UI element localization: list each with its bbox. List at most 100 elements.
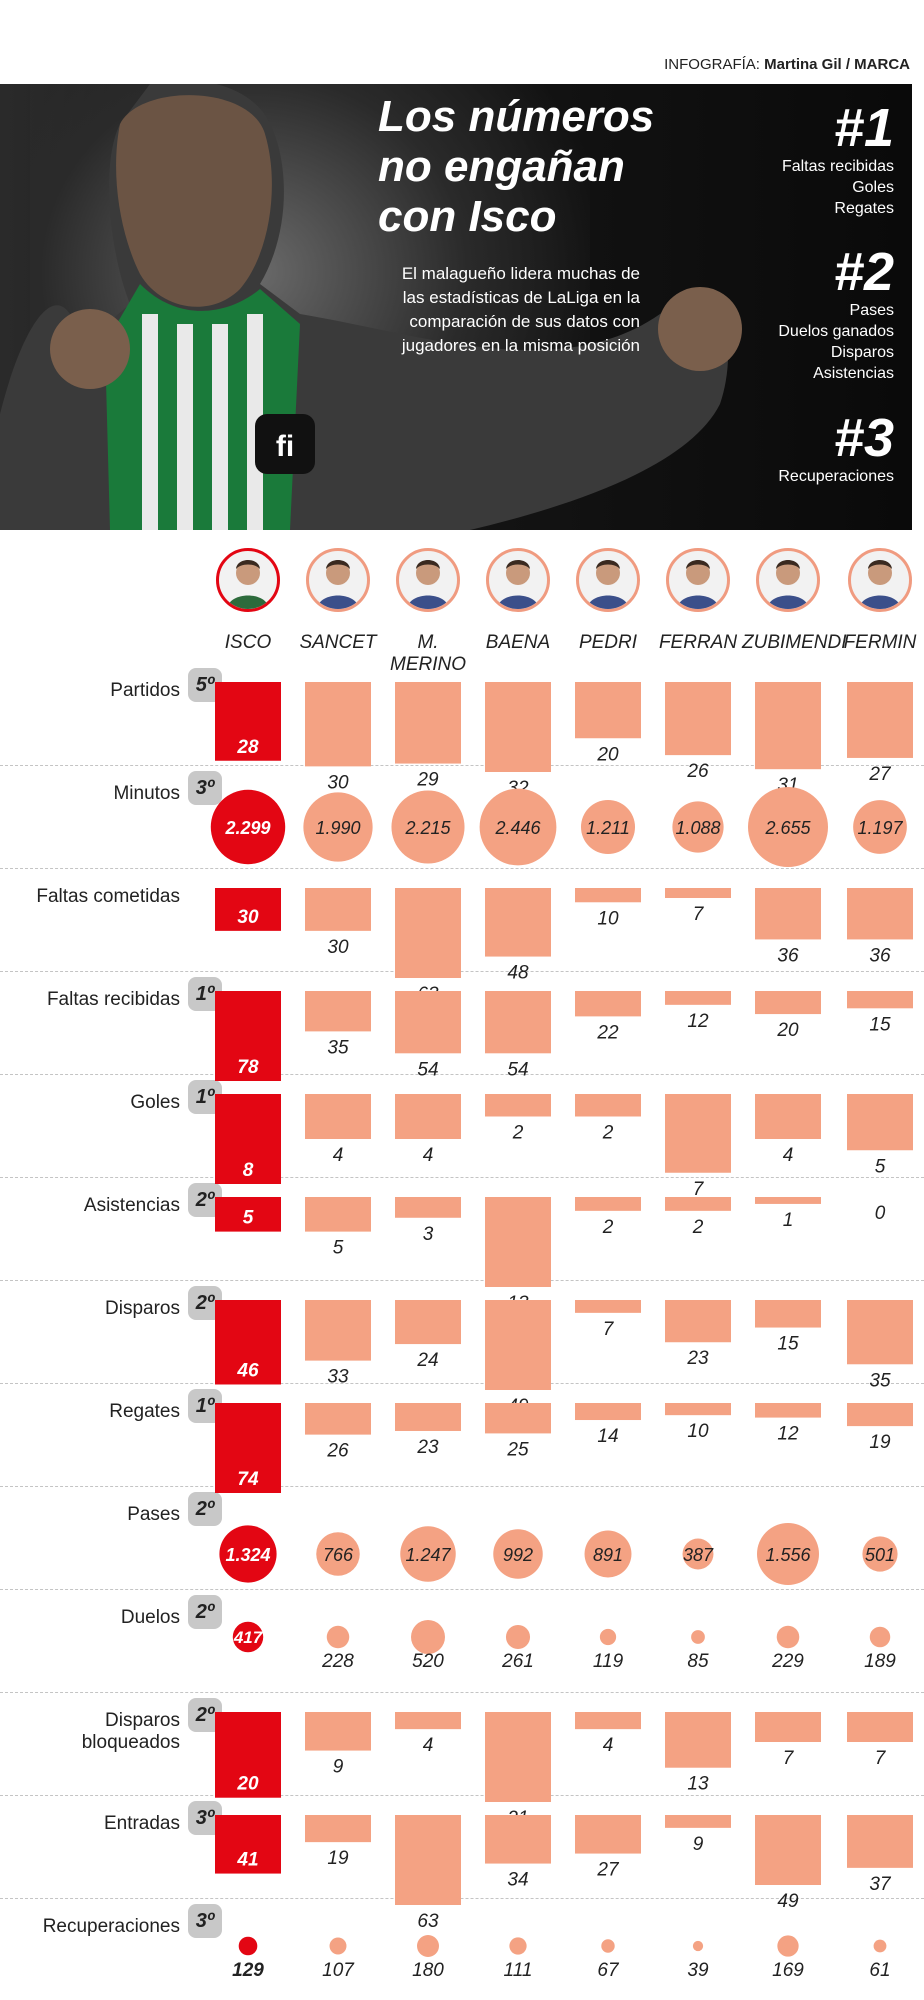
value-label-pases-fermin: 501 bbox=[865, 1545, 895, 1565]
bar-disparos-bloqueados-pedri bbox=[575, 1712, 641, 1730]
value-label-faltas-cometidas-pedri: 10 bbox=[597, 908, 619, 929]
value-label-faltas-recibidas-ferran: 12 bbox=[687, 1011, 709, 1032]
row-label-faltas-recibidas: Faltas recibidas bbox=[46, 989, 180, 1010]
circle-minutos-baena bbox=[479, 788, 557, 866]
circle-duelos-zubimendi bbox=[776, 1625, 800, 1649]
value-label-faltas-cometidas-ferran: 7 bbox=[693, 904, 705, 925]
value-label-disparos-bloqueados-pedri: 4 bbox=[603, 1735, 614, 1756]
circle-recuperaciones-isco bbox=[238, 1936, 258, 1956]
rank-number: #1 bbox=[833, 98, 894, 158]
bar-entradas-baena bbox=[485, 1815, 551, 1864]
bar-asistencias-pedri bbox=[575, 1197, 641, 1211]
bar-faltas-cometidas-ferran bbox=[665, 888, 731, 898]
value-label-pases-baena: 992 bbox=[503, 1545, 533, 1565]
value-label-pases-pedri: 891 bbox=[593, 1545, 623, 1565]
player-head bbox=[116, 95, 272, 307]
bar-regates-zubimendi bbox=[755, 1403, 821, 1418]
rank-block-3: #3 Recuperaciones bbox=[778, 410, 894, 487]
bar-partidos-zubimendi bbox=[755, 682, 821, 770]
rank-badge-disparos-bloqueados: 2º bbox=[188, 1698, 222, 1732]
bar-faltas-cometidas-pedri bbox=[575, 888, 641, 903]
circle-pases-fermin bbox=[862, 1536, 898, 1572]
circle-minutos-pedri bbox=[580, 799, 636, 855]
bar-faltas-recibidas-sancet bbox=[305, 991, 371, 1032]
value-label-recuperaciones-m-merino: 180 bbox=[412, 1960, 444, 1981]
credit-prefix: INFOGRAFÍA: bbox=[664, 56, 760, 73]
credit-author: Martina Gil / MARCA bbox=[764, 56, 910, 73]
left-fist bbox=[50, 309, 130, 389]
bar-asistencias-ferran bbox=[665, 1197, 731, 1211]
value-label-faltas-cometidas-baena: 48 bbox=[507, 963, 529, 984]
value-label-duelos-pedri: 119 bbox=[593, 1651, 624, 1672]
value-label-duelos-isco: 417 bbox=[233, 1628, 264, 1647]
value-label-duelos-ferran: 85 bbox=[687, 1651, 709, 1672]
player-avatar-sancet bbox=[306, 548, 370, 612]
sponsor-logo-mark: fi bbox=[276, 430, 294, 463]
value-label-recuperaciones-ferran: 39 bbox=[687, 1960, 709, 1981]
circle-pases-zubimendi bbox=[757, 1523, 819, 1585]
circle-duelos-isco bbox=[232, 1621, 264, 1653]
bar-faltas-recibidas-baena bbox=[485, 991, 551, 1054]
circle-duelos-ferran bbox=[691, 1630, 705, 1644]
bar-entradas-isco bbox=[215, 1815, 281, 1874]
row-separator bbox=[0, 1177, 924, 1178]
row-separator bbox=[0, 1795, 924, 1796]
rank-block-2: #2 Pases Duelos ganados Disparos Asisten… bbox=[778, 244, 894, 384]
hero-title-line-1: Los números bbox=[378, 92, 655, 141]
value-label-partidos-sancet: 30 bbox=[327, 772, 349, 793]
value-label-asistencias-isco: 5 bbox=[243, 1208, 254, 1229]
value-label-disparos-zubimendi: 15 bbox=[777, 1334, 799, 1355]
player-photo-illustration: fi bbox=[0, 84, 742, 530]
circle-duelos-m-merino bbox=[411, 1620, 445, 1654]
player-name-m-merino: M. MERINO bbox=[390, 632, 466, 675]
bar-disparos-bloqueados-m-merino bbox=[395, 1712, 461, 1730]
player-avatar-zubimendi bbox=[756, 548, 820, 612]
row-label-recuperaciones: Recuperaciones bbox=[42, 1916, 180, 1937]
value-label-regates-isco: 74 bbox=[237, 1469, 259, 1490]
bar-regates-m-merino bbox=[395, 1403, 461, 1431]
rank-number: #2 bbox=[833, 242, 894, 302]
value-label-disparos-pedri: 7 bbox=[603, 1319, 615, 1340]
player-name-fermin: FERMIN bbox=[843, 632, 917, 653]
credit: INFOGRAFÍA: Martina Gil / MARCA bbox=[664, 56, 910, 73]
player-avatar-fermin bbox=[848, 548, 912, 612]
player-face-icon bbox=[407, 560, 449, 609]
bar-faltas-recibidas-m-merino bbox=[395, 991, 461, 1054]
value-label-asistencias-sancet: 5 bbox=[333, 1238, 344, 1259]
bar-disparos-isco bbox=[215, 1300, 281, 1385]
player-name-isco: ISCO bbox=[224, 632, 272, 653]
row-label-partidos: Partidos bbox=[110, 680, 180, 701]
player-face-icon bbox=[677, 560, 719, 609]
bar-disparos-bloqueados-fermin bbox=[847, 1712, 913, 1742]
bar-regates-baena bbox=[485, 1403, 551, 1434]
bar-disparos-bloqueados-zubimendi bbox=[755, 1712, 821, 1742]
bar-goles-isco bbox=[215, 1094, 281, 1184]
value-label-minutos-ferran: 1.088 bbox=[675, 818, 720, 838]
row-label-faltas-cometidas: Faltas cometidas bbox=[36, 886, 180, 907]
bar-goles-sancet bbox=[305, 1094, 371, 1139]
value-label-disparos-ferran: 23 bbox=[686, 1348, 709, 1369]
value-label-duelos-fermin: 189 bbox=[864, 1651, 896, 1672]
bar-disparos-bloqueados-ferran bbox=[665, 1712, 731, 1768]
value-label-regates-fermin: 19 bbox=[869, 1432, 891, 1453]
row-label-regates: Regates bbox=[109, 1401, 180, 1422]
player-face-icon bbox=[317, 560, 359, 609]
rank-number: #3 bbox=[833, 408, 894, 468]
value-label-faltas-cometidas-isco: 30 bbox=[237, 907, 259, 928]
value-label-asistencias-fermin: 0 bbox=[875, 1203, 886, 1224]
value-label-disparos-m-merino: 24 bbox=[416, 1350, 438, 1371]
row-separator bbox=[0, 765, 924, 766]
value-label-faltas-recibidas-baena: 54 bbox=[507, 1059, 528, 1080]
row-separator bbox=[0, 1383, 924, 1384]
value-label-asistencias-ferran: 2 bbox=[692, 1217, 704, 1238]
circle-minutos-sancet bbox=[303, 792, 373, 862]
value-label-entradas-sancet: 19 bbox=[327, 1848, 349, 1869]
bar-partidos-fermin bbox=[847, 682, 913, 758]
value-label-faltas-recibidas-sancet: 35 bbox=[327, 1037, 349, 1058]
circle-recuperaciones-fermin bbox=[873, 1939, 887, 1953]
bar-goles-pedri bbox=[575, 1094, 641, 1117]
bar-entradas-ferran bbox=[665, 1815, 731, 1828]
value-label-asistencias-pedri: 2 bbox=[602, 1217, 614, 1238]
value-label-entradas-zubimendi: 49 bbox=[777, 1891, 799, 1912]
